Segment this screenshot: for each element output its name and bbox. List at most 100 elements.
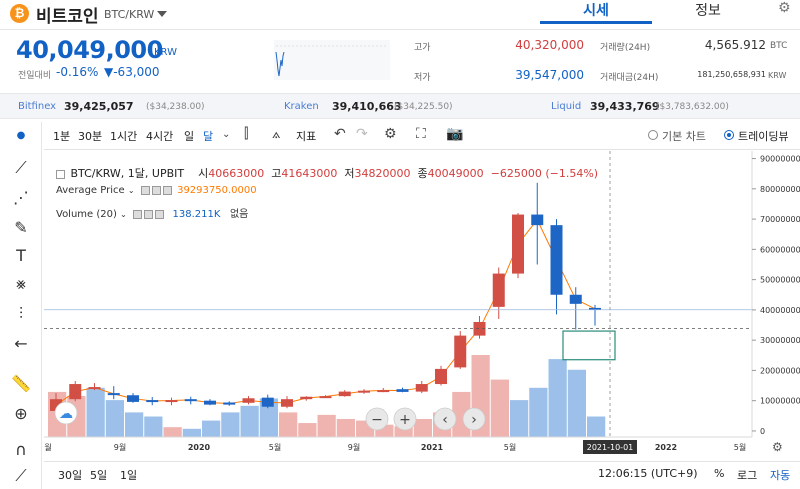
volume-indicator-value: 138.211K: [172, 209, 221, 220]
magnet-tool-icon[interactable]: ∩: [15, 440, 27, 459]
fullscreen-icon[interactable]: ⛶: [416, 126, 426, 142]
log-toggle[interactable]: 로그: [737, 469, 758, 482]
fib-tool-icon[interactable]: ⋰: [13, 188, 29, 207]
candle-type-icon[interactable]: ⫿: [244, 126, 249, 142]
interval-4h[interactable]: 4시간: [146, 130, 174, 143]
current-price: 40,049,000: [16, 36, 163, 64]
chart-time: 12:06:15 (UTC+9): [598, 467, 698, 480]
undo-icon[interactable]: ↶: [334, 126, 346, 142]
exchange-name-kraken: Kraken: [284, 101, 319, 112]
range-30d[interactable]: 30일: [58, 469, 83, 482]
range-5d[interactable]: 5일: [90, 469, 108, 482]
price-chart-area[interactable]: 4004900033881667☁−+‹› 010000000200000003…: [44, 151, 800, 461]
volume-value: 4,565.912: [704, 38, 766, 52]
candle-body: [358, 390, 370, 393]
pattern-tool-icon[interactable]: ⨳: [16, 274, 26, 293]
chart-cloud-icon[interactable]: ☁: [54, 401, 78, 425]
auto-toggle[interactable]: 자동: [770, 469, 791, 482]
amount-unit: KRW: [768, 71, 787, 80]
y-tick-label: 0: [760, 427, 765, 436]
tradingview-radio[interactable]: [724, 130, 734, 140]
candle: [300, 396, 313, 401]
volume-visibility-icon[interactable]: [133, 209, 143, 219]
tab-info[interactable]: 정보: [695, 3, 721, 19]
interval-dropdown-icon[interactable]: ⌄: [222, 129, 231, 140]
volume-settings-icon[interactable]: [144, 209, 154, 219]
amount-value: 181,250,658,931: [697, 70, 766, 79]
candle: [358, 389, 370, 394]
avg-visibility-icon[interactable]: [140, 185, 150, 195]
brush-tool-icon[interactable]: ✎: [14, 218, 28, 237]
avg-dropdown-icon[interactable]: ⌄: [127, 186, 135, 195]
tab-price[interactable]: 시세: [540, 0, 652, 24]
interval-month[interactable]: 달: [203, 130, 214, 143]
lock-tool-icon[interactable]: ⟋: [15, 466, 27, 485]
projection-tool-icon[interactable]: ⫶: [18, 304, 23, 323]
interval-1m[interactable]: 1분: [53, 130, 71, 143]
basic-chart-label[interactable]: 기본 차트: [662, 130, 706, 143]
legend-open-label: 시: [198, 167, 209, 180]
candle-body: [473, 321, 486, 336]
range-1d[interactable]: 1일: [120, 469, 138, 482]
axis-settings-gear-icon[interactable]: ⚙: [772, 440, 783, 454]
exchange-value-liquid: 39,433,769: [590, 100, 660, 113]
coin-pair: BTC/KRW: [104, 8, 155, 21]
y-tick-label: 60000000: [760, 245, 800, 254]
volume-remove-icon[interactable]: [155, 209, 165, 219]
candle-body: [435, 368, 447, 385]
coin-select-caret-icon[interactable]: [157, 11, 167, 17]
basic-chart-radio[interactable]: [648, 130, 658, 140]
volume-bar: [182, 428, 201, 437]
chart-settings-gear-icon[interactable]: ⚙: [384, 126, 397, 142]
zoom-in-icon[interactable]: ⊕: [14, 404, 28, 423]
text-tool-icon[interactable]: T: [16, 246, 26, 265]
trend-line-tool-icon[interactable]: ⟋: [15, 158, 27, 177]
camera-icon[interactable]: 📷: [446, 126, 464, 142]
volume-dropdown-icon[interactable]: ⌄: [120, 210, 127, 219]
back-arrow-icon[interactable]: ←: [14, 334, 28, 353]
avg-settings-icon[interactable]: [151, 185, 161, 195]
volume-bar: [240, 405, 259, 437]
volume-unit: BTC: [770, 41, 788, 51]
crosshair-tool-icon[interactable]: ●: [16, 130, 26, 141]
avg-price-label[interactable]: Average Price: [56, 185, 125, 196]
scroll-left-button[interactable]: ‹: [433, 407, 457, 431]
indicator-button[interactable]: 지표: [296, 130, 317, 143]
highlight-box: [562, 330, 616, 361]
percent-toggle[interactable]: %: [714, 467, 725, 480]
volume-bar: [105, 400, 124, 437]
avg-price-value: 39293750.0000: [177, 185, 257, 196]
ruler-tool-icon[interactable]: 📏: [11, 374, 31, 393]
mini-price-chart: [274, 40, 390, 80]
zoom-out-button[interactable]: −: [365, 407, 389, 431]
volume-bar: [202, 420, 221, 437]
candle: [550, 219, 563, 315]
legend-change: −625000 (−1.54%): [490, 167, 599, 180]
x-tick-label: 2022: [655, 443, 677, 452]
settings-gear-icon[interactable]: ⚙: [778, 0, 791, 16]
tradingview-label[interactable]: 트레이딩뷰: [738, 130, 789, 143]
scroll-right-button[interactable]: ›: [462, 407, 486, 431]
interval-day[interactable]: 일: [184, 130, 195, 143]
exchange-price-bar: Bitfinex 39,425,057 ($34,238.00) Kraken …: [0, 93, 800, 119]
candle-body: [300, 396, 313, 400]
redo-icon[interactable]: ↷: [356, 126, 368, 142]
interval-30m[interactable]: 30분: [78, 130, 103, 143]
change-amount: ▼-63,000: [104, 65, 160, 79]
volume-bar: [298, 423, 317, 437]
avg-remove-icon[interactable]: [162, 185, 172, 195]
interval-1h[interactable]: 1시간: [110, 130, 138, 143]
scroll-right-button-glyph: ›: [471, 412, 477, 428]
candle-body: [242, 398, 255, 403]
legend-low: 34820000: [354, 167, 411, 180]
collapse-legend-icon[interactable]: [56, 169, 65, 179]
legend-close: 40049000: [427, 167, 484, 180]
volume-bar: [163, 427, 182, 437]
volume-indicator-label[interactable]: Volume (20): [56, 209, 117, 220]
indicator-icon[interactable]: ⟑: [272, 126, 281, 142]
price-unit: KRW: [154, 47, 177, 58]
candlestick-chart[interactable]: 4004900033881667☁−+‹› 010000000200000003…: [44, 151, 800, 461]
zoom-in-button[interactable]: +: [393, 407, 417, 431]
volume-bar: [144, 416, 163, 437]
volume-bar: [125, 412, 144, 437]
